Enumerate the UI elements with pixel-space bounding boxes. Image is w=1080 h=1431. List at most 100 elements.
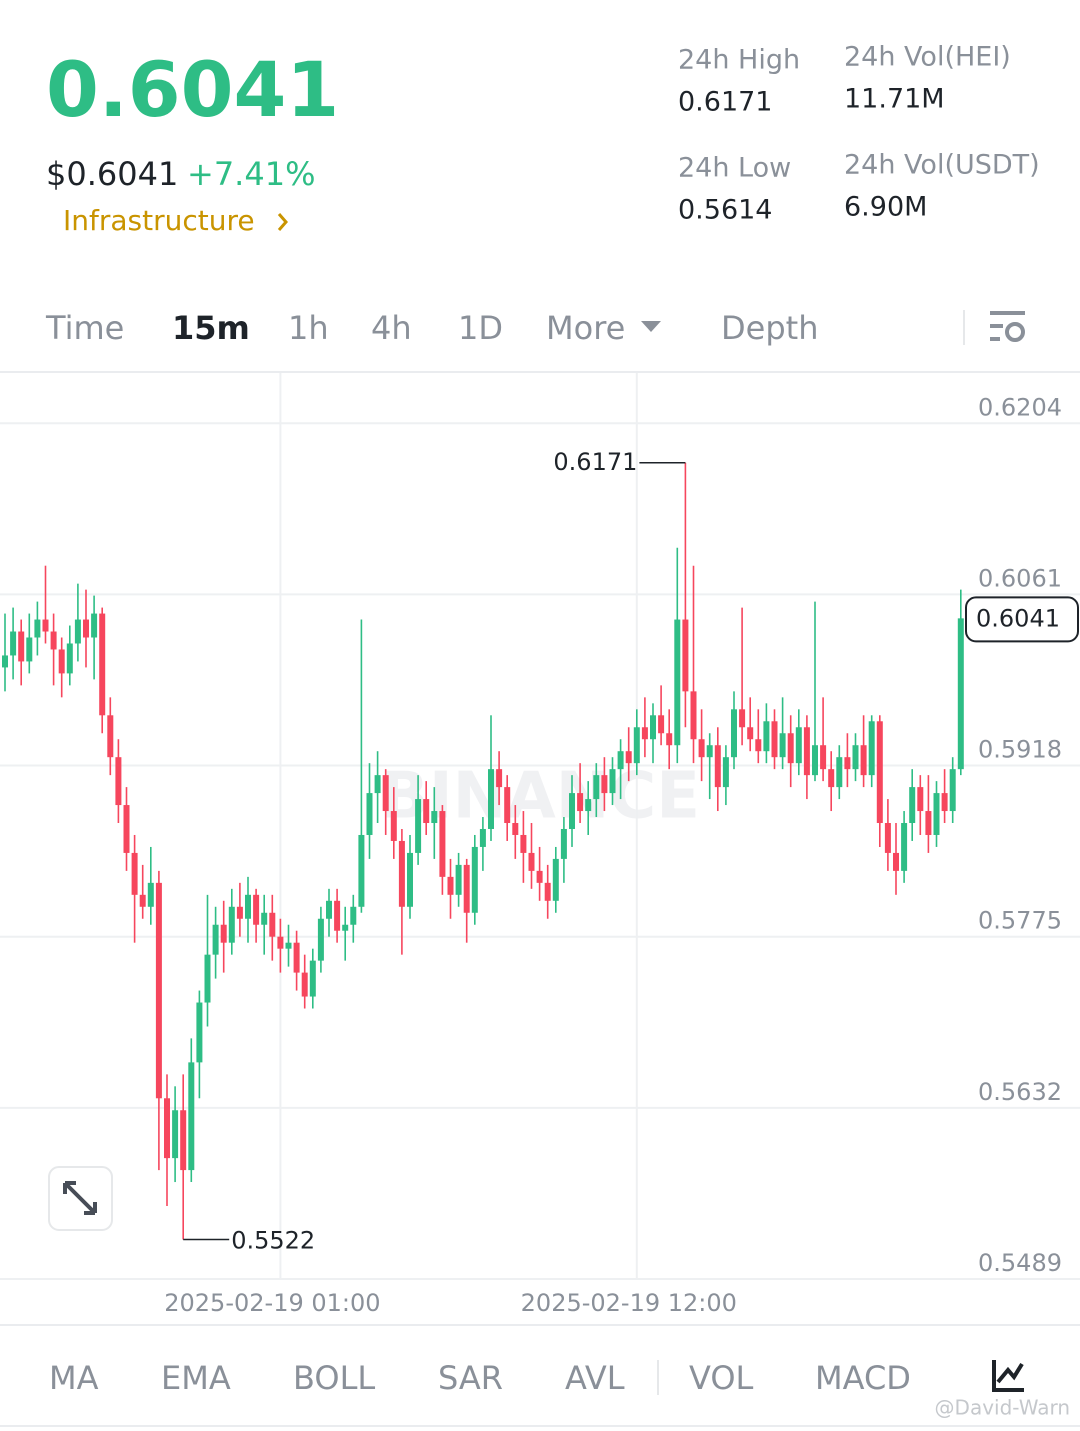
candle-body — [423, 799, 430, 824]
min-label: 0.5522 — [231, 1227, 315, 1255]
tab[interactable]: 4h — [371, 309, 412, 347]
candle-body — [650, 715, 656, 740]
candle-body — [188, 1062, 195, 1171]
candle-body — [74, 619, 81, 644]
stat-value: 0.6171 — [678, 87, 772, 118]
candle-body — [747, 727, 754, 740]
tab[interactable]: Depth — [721, 309, 818, 347]
candle-body — [957, 618, 964, 770]
candle-body — [901, 823, 908, 871]
candle-body — [803, 727, 810, 776]
candle-body — [431, 811, 438, 824]
tab[interactable]: 1D — [458, 309, 503, 347]
candle-body — [390, 811, 397, 841]
candle-body — [593, 775, 600, 800]
candle-body — [795, 727, 802, 764]
y-tick-label: 0.6061 — [978, 564, 1062, 592]
chart-icon[interactable] — [992, 1360, 1024, 1392]
candle-body — [204, 954, 211, 1003]
tag-link[interactable]: Infrastructure — [63, 204, 255, 237]
candle-body — [180, 1110, 187, 1171]
candle-body — [585, 799, 592, 812]
indicator[interactable]: EMA — [161, 1359, 231, 1397]
candle-body — [836, 757, 843, 788]
candle-body — [447, 876, 454, 895]
candle-body — [83, 619, 89, 638]
y-tick-label: 0.6204 — [978, 393, 1062, 421]
candle-body — [26, 637, 33, 662]
usd-price: $0.6041 — [46, 155, 178, 193]
candle-body — [520, 834, 527, 853]
candle-body — [228, 906, 235, 943]
tab[interactable]: Time — [45, 309, 124, 347]
candle-body — [820, 745, 827, 770]
candle-body — [658, 715, 665, 734]
candle-body — [714, 745, 721, 788]
candle-body — [18, 631, 25, 662]
indicator[interactable]: MA — [49, 1359, 99, 1397]
candle-body — [155, 882, 162, 1099]
candle-body — [463, 864, 470, 913]
candle-body — [245, 894, 251, 919]
candle-body — [66, 643, 73, 674]
candle-body — [941, 793, 948, 812]
candle-body — [577, 793, 584, 812]
settings-icon[interactable] — [990, 311, 1025, 342]
plot: 0.5489 0.5632 0.5775 0.5918 0.6061 0.6204 2025… — [0, 373, 1080, 1317]
candle-body — [285, 942, 292, 949]
candle-body — [471, 846, 478, 913]
chevron — [277, 213, 288, 231]
candle-body — [569, 793, 575, 829]
candle-body — [617, 751, 624, 770]
candle-body — [763, 721, 770, 752]
candle-body — [909, 787, 916, 824]
expand-icon — [63, 1181, 97, 1215]
candle-body — [407, 852, 413, 907]
candle-body — [253, 894, 260, 925]
candle-body — [625, 751, 632, 764]
candle-body — [293, 942, 300, 973]
candle-body — [172, 1110, 179, 1159]
candle-body — [382, 775, 389, 812]
y-tick-label: 0.5489 — [978, 1249, 1062, 1277]
candle-body — [674, 619, 681, 746]
candle-body — [641, 727, 648, 740]
candle-body — [366, 793, 373, 835]
y-tick-label: 0.5632 — [978, 1078, 1062, 1106]
candle-body — [261, 912, 268, 925]
candle-body — [236, 906, 243, 919]
candle-body — [50, 631, 57, 650]
indicator[interactable]: VOL — [689, 1359, 754, 1397]
stat-label: 24h Low — [678, 153, 791, 184]
candle-body — [212, 924, 219, 955]
candle-body — [358, 834, 365, 907]
last-price-box — [965, 596, 1079, 643]
candle-body — [147, 882, 154, 907]
candle-body — [690, 691, 697, 740]
candle-body — [415, 799, 422, 853]
candle-body — [34, 619, 41, 638]
indicator[interactable]: BOLL — [293, 1359, 375, 1397]
candle-body — [739, 709, 746, 728]
candle-body — [698, 739, 705, 758]
candle-body — [58, 649, 65, 674]
tab[interactable]: More — [546, 309, 625, 347]
indicator[interactable]: SAR — [438, 1359, 503, 1397]
candle-body — [722, 757, 729, 788]
tab[interactable]: 1h — [288, 309, 329, 347]
candle-body — [334, 900, 341, 931]
candle-body — [91, 613, 98, 638]
stat-label: 24h Vol(USDT) — [844, 150, 1040, 181]
candle-body — [398, 840, 405, 907]
candle-body — [99, 613, 106, 716]
indicator[interactable]: AVL — [565, 1359, 625, 1397]
tab-active[interactable]: 15m — [172, 309, 250, 347]
candle-body — [504, 787, 511, 824]
candle-body — [666, 733, 673, 746]
candle-body — [917, 787, 924, 812]
candle-body — [755, 739, 762, 752]
candle-body — [884, 823, 891, 853]
candle-body — [552, 858, 559, 901]
indicator[interactable]: MACD — [815, 1359, 911, 1397]
